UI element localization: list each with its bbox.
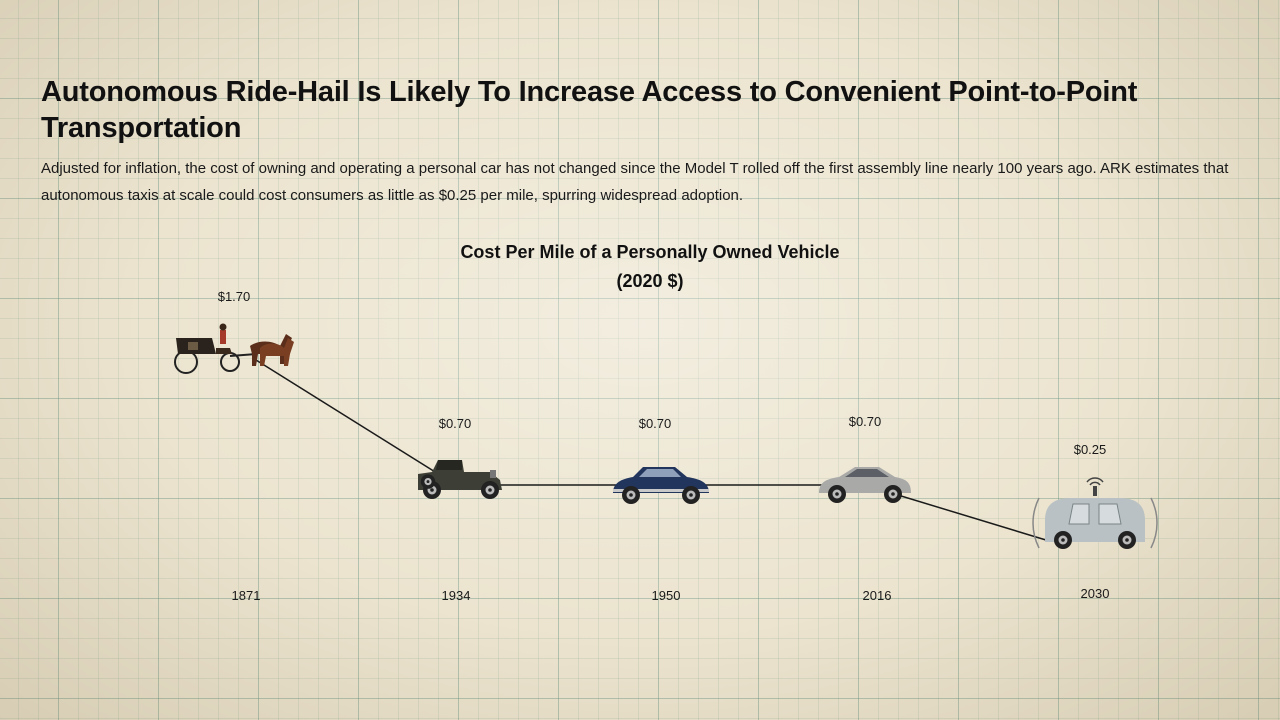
chart-title-main: Cost Per Mile of a Personally Owned Vehi… [460,242,840,262]
chart-title: Cost Per Mile of a Personally Owned Vehi… [400,238,900,296]
autonomous-taxi-icon [1032,477,1158,549]
series-line [255,359,1051,542]
data-label-2016: $0.70 [849,414,882,429]
data-label-1934: $0.70 [439,416,472,431]
vehicle-icon-layer [174,323,1158,549]
page-subtitle: Adjusted for inflation, the cost of owni… [41,160,1229,204]
value-label-layer: $1.70 $0.70 $0.70 $0.70 $0.25 [218,289,1107,457]
x-tick-label-1934: 1934 [442,588,471,603]
data-label-2030: $0.25 [1074,442,1107,457]
x-tick-label-2030: 2030 [1081,586,1110,601]
data-label-1871: $1.70 [218,289,251,304]
modern-sedan-icon [819,467,911,503]
x-tick-label-1950: 1950 [652,588,681,603]
x-tick-layer: 1871 1934 1950 2016 2030 [232,586,1110,603]
series-line-layer [255,359,1051,542]
page-title: Autonomous Ride-Hail Is Likely To Increa… [41,76,1138,144]
x-tick-label-1871: 1871 [232,588,261,603]
horse-carriage-icon [174,323,294,374]
x-tick-label-2016: 2016 [863,588,892,603]
vintage-car-icon [418,460,502,499]
chart-title-units: (2020 $) [616,271,684,291]
data-label-1950: $0.70 [639,416,672,431]
classic-sedan-icon [613,467,709,504]
